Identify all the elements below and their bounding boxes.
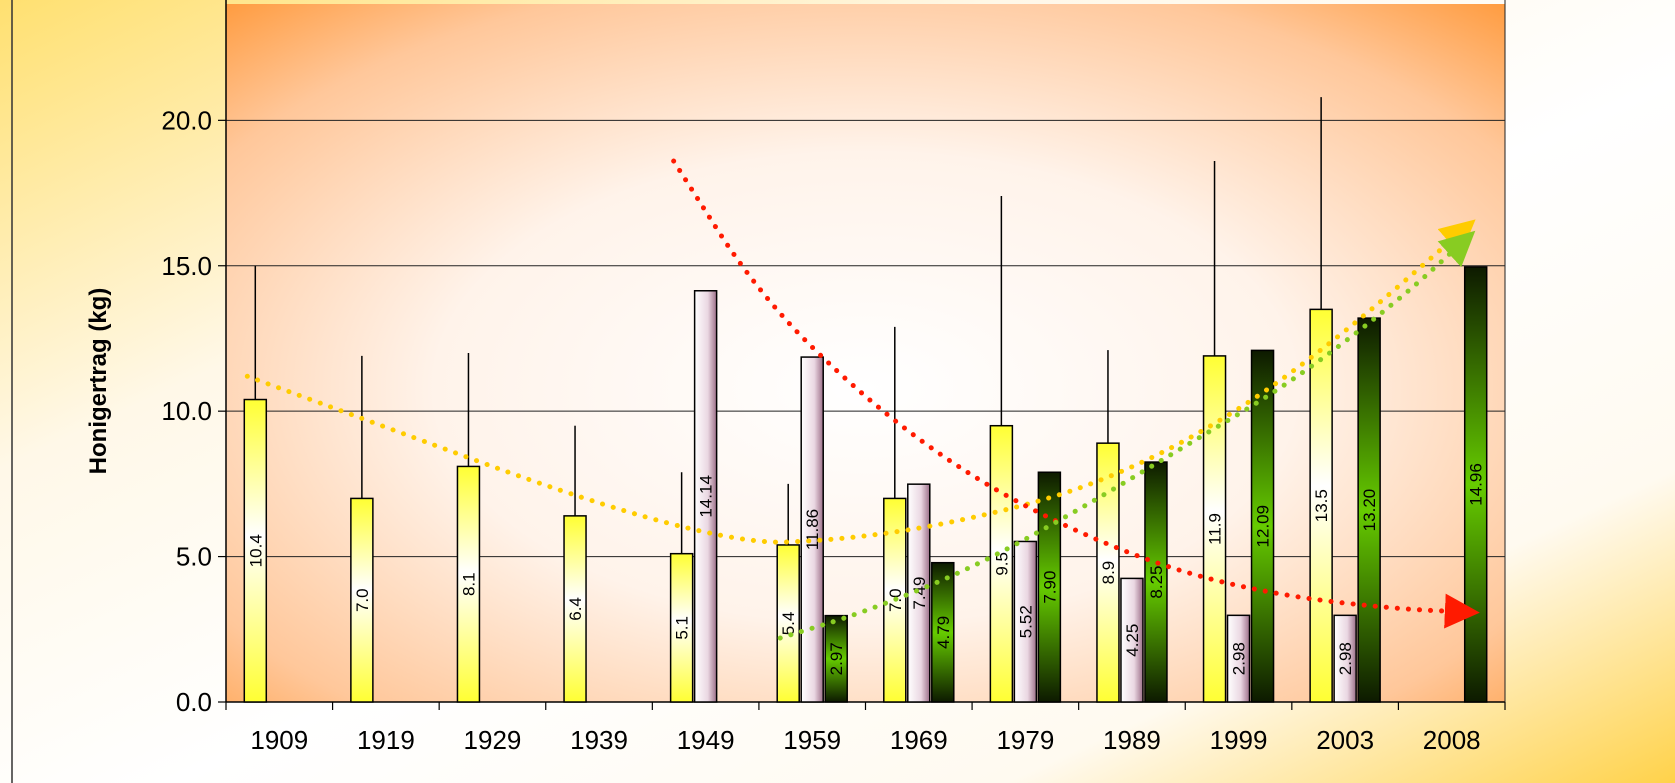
bar-labels: 10.47.08.16.45.1 5.47.09.5 8.911.913.514.1…: [246, 463, 1485, 675]
bar: [1202, 355, 1227, 703]
bar: [693, 290, 718, 703]
error-bars: [254, 97, 1322, 554]
bar: [931, 561, 955, 703]
bar-label: 5.4: [779, 612, 798, 636]
bar: [669, 552, 694, 703]
bar-label: 2.97: [827, 642, 846, 675]
x-tick-label: 1969: [890, 725, 948, 755]
bar: [1013, 540, 1038, 703]
x-tick-label: 1909: [250, 725, 308, 755]
bar-label: 5.52: [1016, 605, 1035, 638]
bar: [1226, 614, 1251, 703]
tick-labels: 0.0 5.0 10.0 15.0 20.0 1909 1919 1929 1939 1949 19…: [161, 105, 1480, 755]
bar: [1037, 471, 1062, 703]
y-tick-label: 0.0: [176, 687, 212, 717]
bar-label: 2.98: [1336, 642, 1355, 675]
bar-label: 4.79: [934, 616, 953, 649]
bar-label: 8.25: [1147, 565, 1166, 598]
x-tick-label: 1939: [570, 725, 628, 755]
bar: [1096, 442, 1120, 703]
bar: [1333, 614, 1357, 703]
x-tick-label: 1999: [1210, 725, 1268, 755]
bar-label: 11.86: [803, 509, 822, 550]
trendline: [671, 158, 1480, 629]
bar: [1309, 308, 1333, 703]
bar: [800, 356, 824, 703]
bar-label: 8.1: [459, 572, 478, 596]
x-tick-label: 1979: [996, 725, 1054, 755]
bar-label: 14.14: [697, 475, 716, 518]
x-tick-label: 1929: [464, 725, 522, 755]
bar-label: 13.5: [1312, 489, 1331, 522]
x-tick-label: 2008: [1423, 725, 1481, 755]
bar: [243, 398, 268, 703]
y-tick-label: 15.0: [161, 251, 212, 281]
x-tick-label: 1989: [1103, 725, 1161, 755]
x-tick-label: 1919: [357, 725, 415, 755]
y-tick-label: 10.0: [161, 396, 212, 426]
bar: [350, 497, 374, 703]
bar-label: 2.98: [1230, 642, 1249, 675]
bar: [563, 515, 587, 703]
bar-label: 11.9: [1206, 513, 1225, 545]
x-tick-label: 2003: [1316, 725, 1374, 755]
bar-label: 14.96: [1467, 463, 1486, 506]
trendline: [244, 219, 1476, 545]
bar: [776, 544, 800, 703]
bar: [1250, 349, 1275, 703]
y-tick-label: 20.0: [161, 105, 212, 135]
x-tick-label: 1959: [783, 725, 841, 755]
bar-label: 4.25: [1123, 624, 1142, 657]
trendlines: [244, 158, 1480, 641]
bar-label: 12.09: [1254, 505, 1273, 548]
bar: [456, 465, 481, 703]
bar-label: 8.9: [1099, 561, 1118, 585]
bar-label: 6.4: [566, 597, 585, 621]
bar: [1463, 266, 1488, 703]
bar: [1144, 461, 1168, 703]
x-tick-label: 1949: [677, 725, 735, 755]
trendline: [777, 230, 1476, 641]
bar-label: 7.0: [353, 588, 372, 612]
bars: [243, 266, 1488, 703]
y-tick-label: 5.0: [176, 542, 212, 572]
bar-label: 10.4: [246, 534, 265, 567]
axes: [218, 0, 1506, 710]
bar-label: 7.49: [910, 577, 929, 610]
bar-label: 9.5: [992, 552, 1011, 576]
bar: [907, 483, 931, 703]
bar: [1120, 577, 1144, 703]
bar-label: 7.90: [1040, 571, 1059, 604]
bar-label: 5.1: [673, 616, 692, 640]
bar: [824, 614, 848, 703]
bar-label: 13.20: [1360, 489, 1379, 532]
y-axis-label: Honigertrag (kg): [85, 288, 112, 475]
gridlines: [226, 119, 1505, 558]
